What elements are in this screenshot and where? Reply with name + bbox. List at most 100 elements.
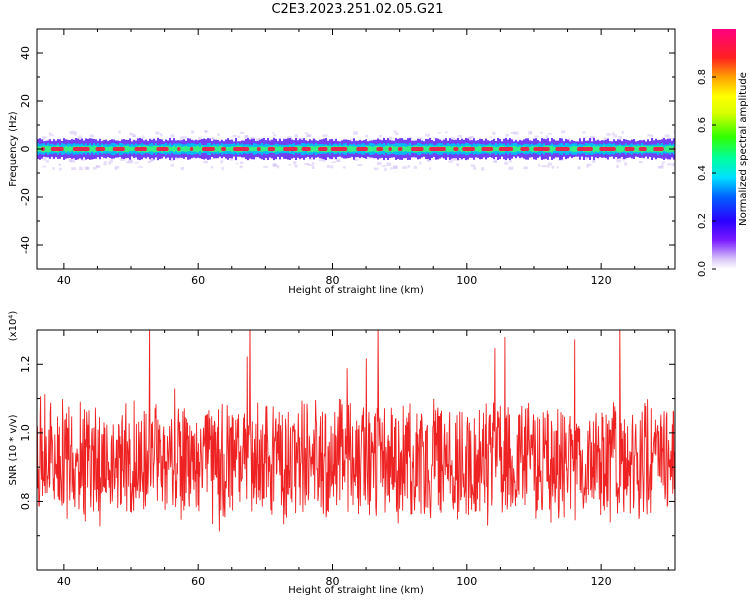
spectrogram-band-inner — [353, 146, 355, 152]
spectrogram-halo-cell — [561, 130, 566, 134]
spectrogram-halo-cell — [52, 167, 55, 170]
spectrogram-halo-cell — [504, 161, 508, 165]
spectrogram-band-inner — [477, 146, 479, 152]
spectrogram-band-inner — [111, 146, 113, 152]
spectrogram-band-inner — [199, 146, 201, 152]
spectrogram-band-inner — [403, 146, 405, 152]
spectrogram-band-inner — [169, 146, 171, 152]
spectrogram-band-inner — [637, 145, 639, 153]
spectrogram-band-inner — [277, 146, 279, 152]
spectrogram-band-inner — [105, 146, 107, 152]
spectrogram-halo-cell — [245, 134, 249, 138]
spectrogram-band-inner — [315, 146, 317, 152]
spectrogram-halo-cell — [132, 135, 136, 138]
spectrogram-halo-cell — [534, 135, 539, 138]
spectrogram-halo-cell — [204, 130, 208, 133]
spectrogram-band-inner — [91, 146, 93, 152]
spectrogram-band-inner — [425, 146, 427, 152]
spectrogram-core-cell — [481, 147, 494, 151]
spectrogram-halo-cell — [470, 164, 475, 167]
spectrogram-halo-cell — [104, 161, 107, 163]
spectrogram-band-inner — [387, 145, 389, 153]
spectrogram-halo-cell — [115, 165, 120, 169]
spectrogram-halo-cell — [71, 167, 77, 171]
spectrogram-halo-cell — [547, 133, 552, 135]
spectrogram-band-inner — [227, 146, 229, 152]
spectrogram-halo-cell — [451, 157, 457, 161]
spectrogram-halo-cell — [126, 161, 130, 164]
spectrogram-halo-cell — [70, 159, 76, 163]
spectrogram-halo-cell — [180, 136, 184, 140]
spectrogram-halo-cell — [253, 155, 257, 159]
spectrogram-halo-cell — [558, 158, 564, 161]
spectrogram-halo-cell — [616, 159, 621, 163]
spectrogram-band-inner — [393, 146, 395, 152]
spectrogram-band-inner — [127, 145, 129, 153]
spectrogram-halo-cell — [217, 133, 220, 136]
spectrogram-halo-cell — [221, 167, 224, 171]
spectrogram-band-inner — [329, 146, 331, 152]
spectrogram-band-inner — [131, 146, 133, 152]
spectrogram-core-cell — [462, 147, 475, 151]
spectrogram-halo-cell — [388, 136, 392, 140]
spectrogram-band-inner — [407, 146, 409, 152]
spectrogram-halo-cell — [49, 133, 54, 137]
spectrogram-halo-cell — [150, 159, 154, 162]
spectrogram-band-inner — [45, 146, 47, 152]
spectrogram-halo-cell — [540, 131, 544, 134]
spectrogram-halo-cell — [444, 155, 450, 160]
spectrogram-halo-cell — [237, 135, 241, 139]
spectrogram-halo-cell — [672, 162, 675, 165]
spectrogram-halo-cell — [603, 137, 608, 141]
spectrogram-band-inner — [459, 146, 461, 152]
spectrogram-band-inner — [427, 146, 429, 152]
x-tick-label: 100 — [456, 274, 477, 287]
spectrogram-halo-cell — [545, 135, 549, 139]
spectrogram-halo-cell — [180, 166, 185, 171]
spectrogram-band-inner — [369, 145, 371, 153]
y-tick-label: -40 — [19, 236, 32, 254]
spectrogram-halo-cell — [272, 131, 275, 134]
spectrogram-halo-cell — [198, 136, 202, 141]
spectrogram-halo-cell — [307, 164, 313, 166]
spectrogram-band-inner — [311, 145, 313, 153]
spectrogram-halo-cell — [74, 131, 77, 135]
spectrogram-band-inner — [173, 145, 175, 153]
spectrogram-core-cell — [134, 147, 147, 151]
spectrogram-halo-cell — [239, 161, 244, 164]
spectrogram-band-inner — [317, 145, 319, 153]
spectrogram-halo-cell — [73, 133, 77, 136]
spectrogram-halo-cell — [589, 136, 594, 141]
spectrogram-halo-cell — [318, 159, 323, 162]
spectrogram-halo-cell — [219, 139, 222, 143]
spectrogram-halo-cell — [585, 156, 589, 160]
spectrogram-halo-cell — [508, 166, 514, 170]
spectrogram-halo-cell — [586, 163, 592, 167]
spectrogram-halo-cell — [673, 130, 675, 134]
spectrogram-band-inner — [493, 146, 495, 152]
spectrogram-band-inner — [621, 145, 623, 153]
spectrogram-halo-cell — [618, 136, 622, 139]
spectrogram-band-inner — [355, 146, 357, 152]
spectrogram-halo-cell — [326, 165, 331, 168]
snr-y-ticks: 0.8 1.0 1.2 — [19, 329, 675, 571]
spectrogram-halo-cell — [456, 159, 460, 162]
spectrogram-band-inner — [475, 146, 477, 152]
spectrogram-halo-cell — [613, 134, 618, 138]
spectrogram-halo-cell — [481, 167, 485, 171]
spectrogram-halo-cell — [114, 167, 117, 171]
spectrogram-halo-cell — [376, 161, 382, 165]
spectrogram-halo-cell — [657, 166, 662, 169]
spectrogram-halo-cell — [649, 134, 653, 138]
spectrogram-halo-cell — [426, 158, 430, 162]
spectrogram-band-inner — [571, 146, 573, 152]
spectrogram-band-inner — [231, 146, 233, 152]
spectrogram-halo-cell — [467, 136, 473, 141]
spectrogram-halo-cell — [669, 155, 674, 160]
spectrogram-band-inner — [253, 146, 255, 152]
spectrogram-band-inner — [219, 145, 221, 153]
spectrogram-halo-cell — [282, 138, 288, 140]
spectrogram-band-inner — [651, 145, 653, 153]
spectrogram-halo-cell — [331, 161, 337, 164]
